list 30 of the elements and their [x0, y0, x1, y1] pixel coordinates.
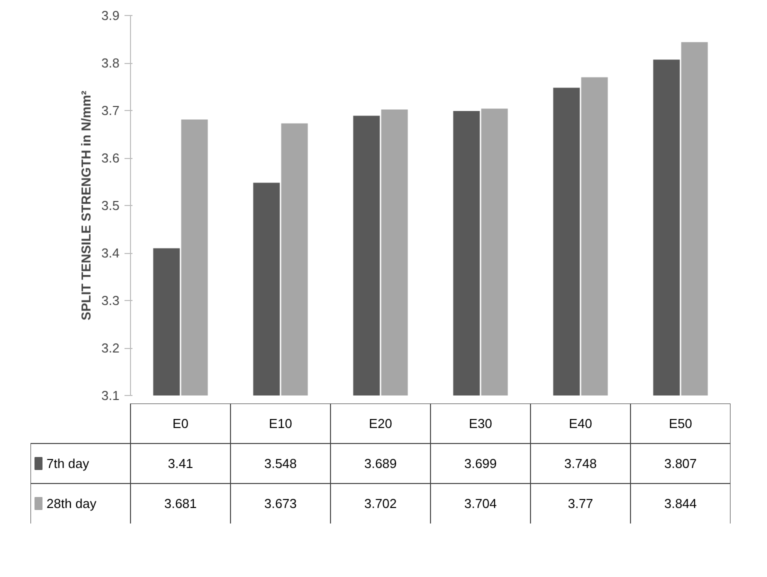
y-tick-label: 3.2 [101, 340, 120, 356]
x-tick-label: E0 [172, 416, 188, 431]
data-label: 3.702 [364, 496, 397, 511]
data-label: 3.689 [364, 456, 397, 471]
data-label: 3.699 [464, 456, 497, 471]
data-label: 3.77 [568, 496, 594, 511]
y-tick-label: 3.1 [101, 388, 120, 403]
y-tick-label: 3.8 [101, 56, 120, 70]
data-label: 3.748 [564, 456, 597, 471]
data-label: 3.807 [664, 456, 697, 471]
legend-label: 7th day [46, 456, 90, 471]
data-label: 3.844 [664, 496, 697, 511]
x-tick-label: E10 [268, 416, 292, 431]
y-tick-label: 3.3 [101, 293, 120, 308]
x-tick-label: E30 [468, 416, 492, 431]
data-label: 3.548 [264, 456, 297, 471]
data-label: 3.673 [264, 496, 297, 511]
x-tick-label: E50 [668, 416, 692, 431]
y-axis-title: SPLIT TENSILE STRENGTH in N/mm² [78, 90, 94, 320]
y-tick-label: 3.5 [101, 198, 120, 213]
legend-label: 28th day [46, 496, 97, 511]
y-tick-label: 3.4 [101, 246, 120, 260]
y-tick-label: 3.9 [101, 8, 120, 23]
y-tick-label: 3.7 [101, 103, 120, 118]
data-label: 3.681 [164, 496, 197, 511]
data-label: 3.704 [464, 496, 497, 511]
x-tick-label: E20 [368, 416, 392, 431]
data-label: 3.41 [168, 456, 194, 471]
y-tick-label: 3.6 [101, 150, 120, 166]
x-tick-label: E40 [568, 416, 592, 431]
